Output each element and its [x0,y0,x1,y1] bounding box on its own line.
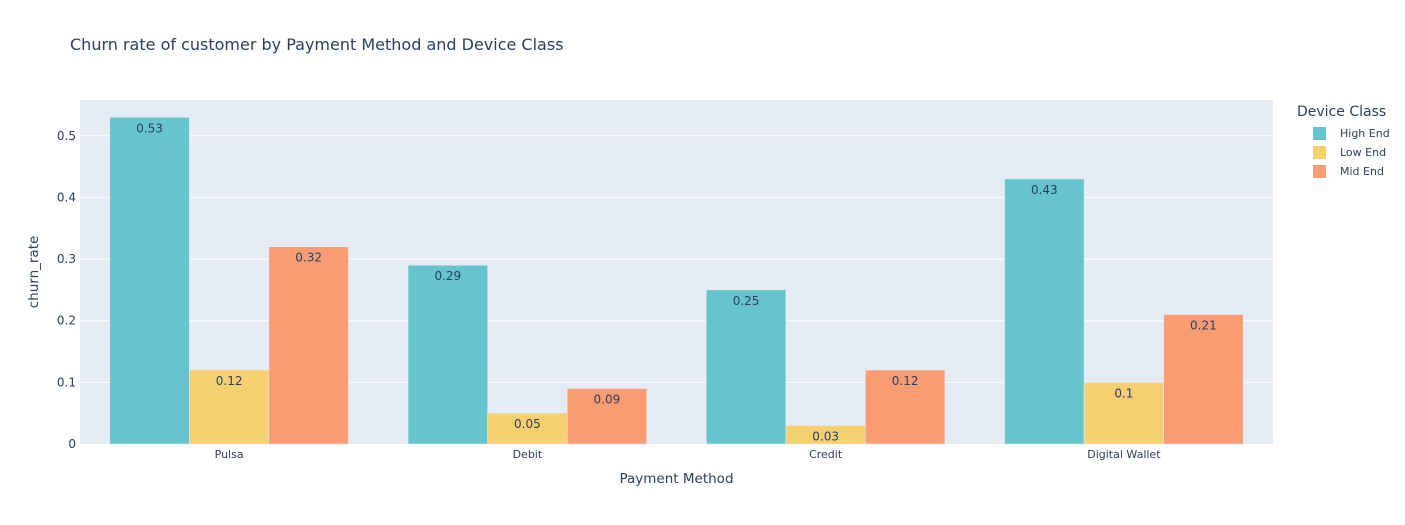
bar-data-label: 0.29 [434,269,461,283]
legend-item-low-end[interactable]: Low End [1297,143,1390,162]
legend-item-mid-end[interactable]: Mid End [1297,162,1390,181]
y-tick-label: 0.3 [57,252,76,266]
x-tick-label: Pulsa [215,448,244,461]
legend-swatch [1313,146,1326,159]
legend-label: Mid End [1340,165,1384,178]
bar-data-label: 0.21 [1190,319,1217,333]
bar-data-label: 0.05 [514,417,541,431]
bar-low-end [189,369,270,445]
legend-swatch [1313,165,1326,178]
bar-data-label: 0.25 [733,294,760,308]
bar-high-end [407,264,488,445]
y-tick-label: 0 [68,437,76,451]
bar-data-label: 0.53 [136,121,163,135]
bar-high-end [706,289,787,445]
x-tick-label: Credit [809,448,843,461]
legend-swatch [1313,127,1326,140]
bar-data-label: 0.43 [1031,183,1058,197]
bar-mid-end [566,388,647,445]
bar-mid-end [268,246,349,445]
bar-low-end [1083,382,1164,445]
y-tick-label: 0.2 [57,314,76,328]
bar-mid-end [865,369,946,445]
legend-label: Low End [1340,146,1387,159]
legend-item-high-end[interactable]: High End [1297,124,1390,143]
bar-data-label: 0.03 [812,430,839,444]
x-tick-label: Debit [513,448,543,461]
bar-data-label: 0.32 [295,251,322,265]
legend-title: Device Class [1297,104,1387,120]
bar-data-label: 0.12 [892,374,919,388]
legend-label: High End [1340,127,1390,140]
bar-mid-end [1163,314,1244,445]
x-tick-label: Digital Wallet [1087,448,1161,461]
bar-data-label: 0.1 [1114,386,1133,400]
bar-data-label: 0.12 [216,374,243,388]
bar-high-end [1004,178,1085,445]
legend: Device Class High End Low End Mid End [1297,104,1390,181]
bar-data-label: 0.09 [594,393,621,407]
y-axis-label: churn_rate [26,236,42,309]
bar-high-end [109,117,190,445]
x-axis-label: Payment Method [619,471,734,487]
y-tick-label: 0.4 [57,190,76,204]
y-tick-label: 0.5 [57,129,76,143]
chart-title: Churn rate of customer by Payment Method… [70,35,564,54]
y-tick-label: 0.1 [57,375,76,389]
